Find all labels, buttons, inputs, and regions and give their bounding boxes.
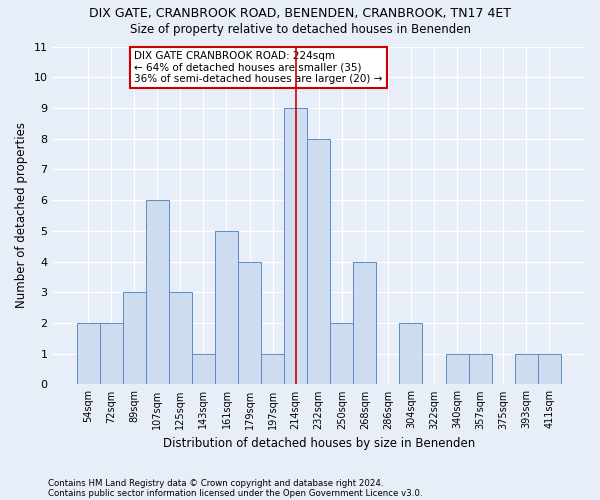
- Bar: [469, 354, 491, 384]
- Bar: [515, 354, 538, 384]
- Text: Contains HM Land Registry data © Crown copyright and database right 2024.: Contains HM Land Registry data © Crown c…: [48, 478, 383, 488]
- Bar: [330, 323, 353, 384]
- Bar: [215, 231, 238, 384]
- Bar: [77, 323, 100, 384]
- Bar: [169, 292, 192, 384]
- Text: Contains public sector information licensed under the Open Government Licence v3: Contains public sector information licen…: [48, 488, 422, 498]
- Bar: [123, 292, 146, 384]
- Bar: [307, 138, 330, 384]
- Bar: [538, 354, 561, 384]
- Text: DIX GATE CRANBROOK ROAD: 224sqm
← 64% of detached houses are smaller (35)
36% of: DIX GATE CRANBROOK ROAD: 224sqm ← 64% of…: [134, 51, 383, 84]
- Bar: [146, 200, 169, 384]
- Bar: [446, 354, 469, 384]
- Bar: [284, 108, 307, 384]
- Bar: [400, 323, 422, 384]
- Bar: [238, 262, 261, 384]
- Bar: [192, 354, 215, 384]
- Bar: [100, 323, 123, 384]
- Text: DIX GATE, CRANBROOK ROAD, BENENDEN, CRANBROOK, TN17 4ET: DIX GATE, CRANBROOK ROAD, BENENDEN, CRAN…: [89, 8, 511, 20]
- X-axis label: Distribution of detached houses by size in Benenden: Distribution of detached houses by size …: [163, 437, 475, 450]
- Bar: [353, 262, 376, 384]
- Y-axis label: Number of detached properties: Number of detached properties: [15, 122, 28, 308]
- Bar: [261, 354, 284, 384]
- Text: Size of property relative to detached houses in Benenden: Size of property relative to detached ho…: [130, 22, 470, 36]
